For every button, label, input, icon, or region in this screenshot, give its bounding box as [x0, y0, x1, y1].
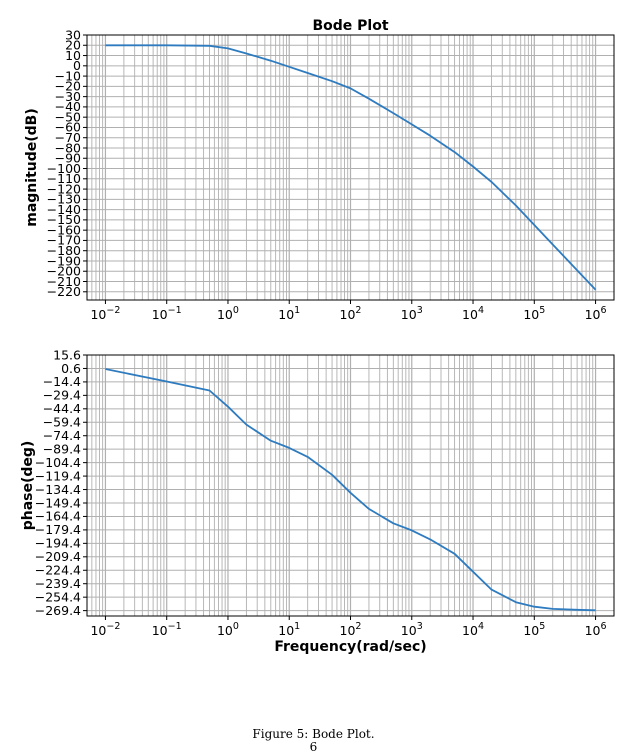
y-tick-label: −134.4	[35, 482, 81, 497]
y-tick-label: 30	[65, 27, 81, 42]
y-tick-labels: 15.60.6−14.4−29.4−44.4−59.4−74.4−89.4−10…	[35, 347, 87, 618]
y-tick-label: −70	[55, 130, 81, 145]
x-axis-label: Frequency(rad/sec)	[274, 639, 426, 655]
y-tick-label: −190	[47, 253, 81, 268]
y-axis-label: magnitude(dB)	[24, 108, 40, 227]
x-tick-label: 10−2	[90, 621, 120, 638]
y-tick-label: −160	[47, 222, 81, 237]
y-tick-label: −89.4	[43, 441, 81, 456]
x-tick-label: 103	[401, 305, 423, 322]
y-tick-label: −164.4	[35, 509, 81, 524]
y-tick-label: −220	[47, 284, 81, 299]
y-tick-label: −104.4	[35, 455, 81, 470]
y-tick-label: −140	[47, 202, 81, 217]
y-tick-label: −44.4	[43, 401, 81, 416]
y-tick-label: −80	[55, 140, 81, 155]
y-tick-label: 15.6	[53, 347, 81, 362]
y-tick-label: −210	[47, 274, 81, 289]
y-tick-label: −120	[47, 181, 81, 196]
horizontal-grid	[87, 354, 614, 612]
y-tick-label: −200	[47, 264, 81, 279]
y-tick-label: −194.4	[35, 536, 81, 551]
y-tick-label: −239.4	[35, 576, 81, 591]
magnitude-plot: 3020100−10−20−30−40−50−60−70−80−90−100−1…	[24, 18, 615, 322]
y-tick-label: 0.6	[61, 361, 81, 376]
page-number: 6	[309, 740, 318, 754]
x-tick-label: 102	[340, 621, 362, 638]
x-tick-label: 10−2	[90, 305, 120, 322]
x-tick-label: 10−1	[152, 621, 182, 638]
phase-plot: 15.60.6−14.4−29.4−44.4−59.4−74.4−89.4−10…	[20, 347, 615, 655]
x-tick-label: 10−1	[152, 305, 182, 322]
y-tick-label: −30	[55, 89, 81, 104]
y-tick-label: −170	[47, 233, 81, 248]
x-tick-label: 100	[217, 621, 239, 638]
y-tick-label: −224.4	[35, 563, 81, 578]
x-tick-label: 103	[401, 621, 423, 638]
y-tick-label: −254.4	[35, 589, 81, 604]
x-tick-label: 105	[523, 305, 545, 322]
x-tick-label: 106	[585, 305, 607, 322]
vertical-grid	[86, 35, 615, 300]
x-tick-label: 104	[462, 621, 484, 638]
y-tick-label: −74.4	[43, 428, 81, 443]
y-tick-label: −149.4	[35, 495, 81, 510]
x-tick-label: 100	[217, 305, 239, 322]
y-tick-label: 0	[73, 58, 81, 73]
x-tick-labels: 10−2 10−1 100 101 102 103 104 105 106	[90, 616, 607, 638]
x-tick-label: 101	[278, 305, 300, 322]
vertical-grid	[86, 355, 615, 616]
y-tick-label: 10	[65, 48, 81, 63]
y-tick-label: −50	[55, 109, 81, 124]
y-tick-label: −60	[55, 120, 81, 135]
series-line	[105, 368, 596, 612]
y-tick-label: −59.4	[43, 415, 81, 430]
x-tick-label: 106	[585, 621, 607, 638]
x-tick-labels: 10−2 10−1 100 101 102 103 104 105 106	[90, 300, 607, 322]
y-tick-label: −100	[47, 161, 81, 176]
y-tick-label: −29.4	[43, 388, 81, 403]
x-tick-label: 104	[462, 305, 484, 322]
y-tick-labels: 3020100−10−20−30−40−50−60−70−80−90−100−1…	[47, 27, 87, 299]
y-tick-label: −209.4	[35, 549, 81, 564]
y-tick-label: −90	[55, 151, 81, 166]
y-tick-label: −40	[55, 99, 81, 114]
y-tick-label: −180	[47, 243, 81, 258]
y-tick-label: −269.4	[35, 603, 81, 618]
x-tick-label: 105	[523, 621, 545, 638]
horizontal-grid	[87, 34, 614, 293]
y-tick-label: −150	[47, 212, 81, 227]
y-tick-label: −10	[55, 68, 81, 83]
y-tick-label: −20	[55, 79, 81, 94]
y-tick-label: 20	[65, 38, 81, 53]
figure-caption: Figure 5: Bode Plot.	[252, 727, 375, 741]
y-axis-label: phase(deg)	[20, 441, 36, 531]
y-tick-label: −110	[47, 171, 81, 186]
x-tick-label: 101	[278, 621, 300, 638]
series-line	[105, 44, 597, 291]
y-tick-label: −179.4	[35, 522, 81, 537]
y-tick-label: −130	[47, 192, 81, 207]
x-tick-label: 102	[340, 305, 362, 322]
y-tick-label: −119.4	[35, 468, 81, 483]
y-tick-label: −14.4	[43, 374, 81, 389]
chart-title: Bode Plot	[312, 18, 388, 34]
